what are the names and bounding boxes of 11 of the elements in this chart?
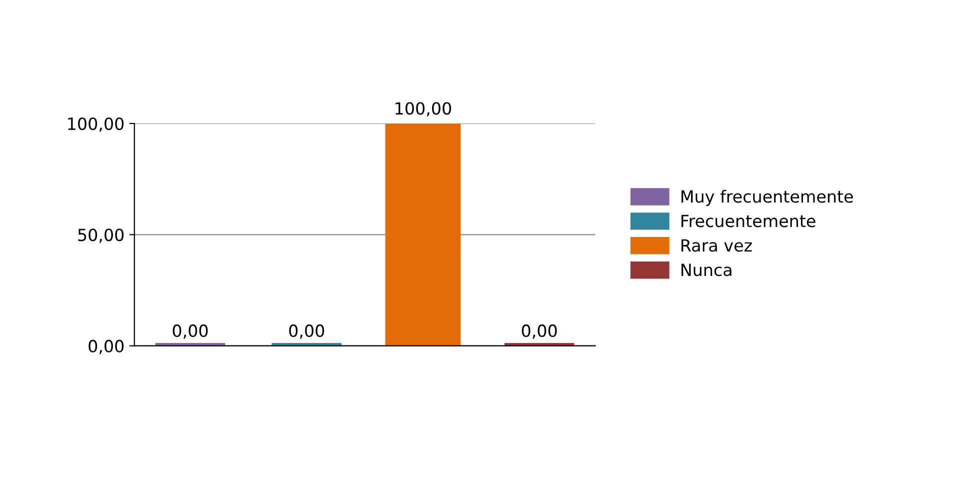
data-label: 100,00 xyxy=(396,102,452,116)
y-tick-label: 0,00 xyxy=(88,340,124,354)
data-label: 0,00 xyxy=(522,324,557,339)
legend-label: Rara vez xyxy=(682,239,752,252)
legend-label: Frecuentemente xyxy=(682,214,816,228)
legend-label: Muy frecuentemente xyxy=(682,190,853,206)
y-tick-label: 50,00 xyxy=(78,228,124,243)
data-label: 0,00 xyxy=(289,324,324,339)
data-label: 0,00 xyxy=(172,324,208,339)
y-tick-label: 100,00 xyxy=(68,117,124,132)
legend-label: Nunca xyxy=(682,264,732,276)
